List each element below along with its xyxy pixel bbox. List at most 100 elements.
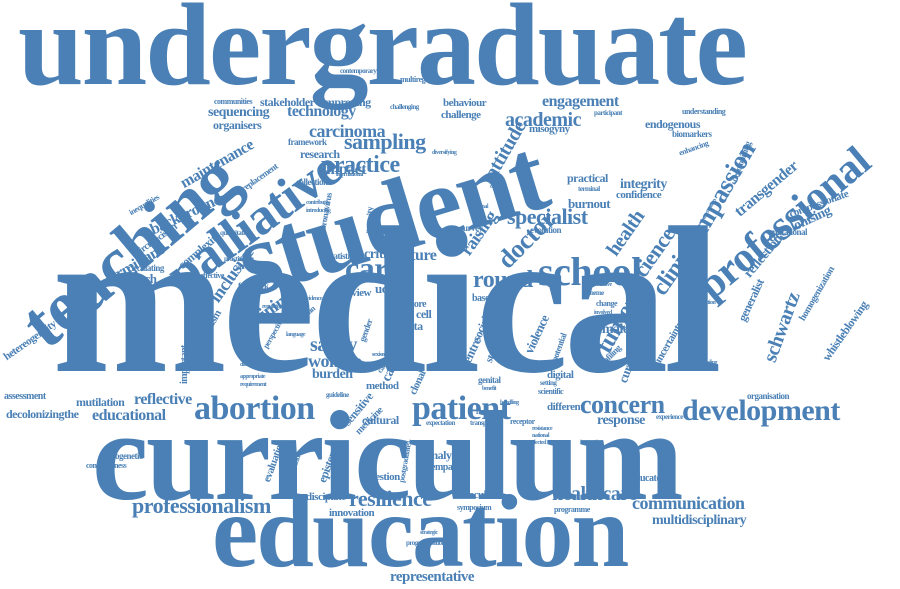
word-medical: medical — [52, 185, 722, 417]
word-appropriate: appropriate — [240, 374, 266, 380]
word-cell: cell — [416, 307, 432, 321]
word-care: care — [345, 250, 402, 286]
word-theme: theme — [588, 289, 604, 297]
word-practical: practical — [567, 171, 608, 185]
word-interaction: interaction — [580, 440, 603, 446]
word-experience: experience — [656, 413, 683, 421]
word-biomarkers: biomarkers — [672, 129, 712, 139]
word-specialist: specialist — [507, 204, 588, 229]
word-practice: practice — [321, 152, 400, 178]
word-woman: woman — [308, 351, 362, 371]
word-uclms: uclms — [375, 281, 406, 296]
word-symposium: symposium — [457, 503, 492, 512]
word-introducing: introducing — [306, 208, 331, 214]
word-curriculum: curriculum — [92, 385, 684, 527]
word-multidisciplinary: multidisciplinary — [652, 513, 747, 528]
word-barrier: barrier — [392, 243, 408, 249]
word-representative: representative — [390, 569, 475, 585]
word-communities: communities — [214, 97, 253, 106]
word-sampling: sampling — [344, 129, 426, 154]
word-healthcare: healthcare — [552, 483, 637, 505]
word-integrity: integrity — [620, 177, 667, 192]
word-consciousness: consciousness — [86, 461, 127, 470]
word-international: international — [336, 172, 363, 178]
word-schwartz: schwartz — [759, 289, 805, 366]
word-educational: educational — [92, 407, 166, 424]
word-understanding: understanding — [682, 107, 726, 116]
word-response: response — [597, 413, 645, 428]
word-development: development — [682, 394, 840, 427]
word-national: national — [532, 433, 550, 439]
word-human: human — [476, 407, 498, 416]
word-contemporary: contemporary — [340, 67, 377, 75]
word-resistance: resistance — [532, 426, 553, 432]
word-participant: participant — [594, 109, 622, 117]
word-safety: safety — [310, 334, 357, 356]
word-language: language — [286, 332, 306, 338]
word-diversity: diversity — [365, 207, 375, 236]
word-research: research — [300, 147, 340, 161]
word-professionalism: professionalism — [132, 493, 271, 518]
word-education: education — [212, 474, 629, 589]
word-evolution: evolution — [530, 225, 562, 235]
word-mutilation: mutilation — [76, 395, 125, 409]
word-improving: improving — [322, 95, 371, 109]
word-innovation: innovation — [329, 507, 375, 519]
word-communication: communication — [632, 493, 745, 513]
word-handling: handling — [500, 400, 519, 406]
word-undergraduate: undergraduate — [18, 0, 748, 110]
word-approach: approach — [108, 271, 157, 286]
word-endogenous: endogenous — [645, 117, 701, 131]
word-engagement: engagement — [542, 93, 619, 110]
word-survey: survey — [460, 223, 483, 233]
word-sequencing: sequencing — [208, 105, 270, 120]
word-academic: academic — [505, 109, 581, 131]
word-educator: educator — [631, 473, 665, 484]
word-discipline: discipline — [306, 491, 346, 503]
word-framework: framework — [288, 137, 327, 147]
word-benefit: benefit — [482, 386, 497, 392]
word-mutational: mutational — [770, 227, 808, 237]
word-burden: burden — [312, 367, 353, 382]
word-decolonizingthe: decolonizingthe — [6, 407, 79, 421]
word-multiregion: multiregion — [400, 75, 435, 84]
word-strategic: strategic — [420, 530, 438, 536]
word-digital: digital — [547, 369, 574, 381]
word-mutation: mutation — [682, 251, 706, 259]
word-collection: collection — [296, 177, 328, 187]
word-female: female — [592, 322, 629, 337]
word-terminal: terminal — [578, 185, 600, 193]
word-concern: concern — [580, 390, 665, 419]
word-enhancing: enhancing — [677, 138, 710, 158]
word-round: round — [473, 267, 533, 293]
word-method: method — [366, 380, 399, 392]
word-sexism: sexism — [372, 352, 387, 358]
word-technology: technology — [287, 103, 356, 120]
word-statistic: statistic — [328, 251, 354, 261]
word-quantitative: quantitative — [220, 229, 251, 237]
word-burnout: burnout — [568, 196, 611, 211]
word-model: model — [594, 317, 610, 325]
word-diversifying: diversifying — [432, 150, 457, 156]
word-requirement: requirement — [240, 382, 267, 388]
word-genital: genital — [478, 375, 501, 385]
word-based: based — [472, 293, 494, 304]
word-feedback: feedback — [238, 281, 269, 291]
word-clinic: clinic — [490, 184, 501, 190]
word-university: university — [236, 263, 261, 271]
word-difference: difference — [240, 362, 261, 368]
word-more: more — [406, 299, 427, 310]
word-challenging: challenging — [390, 103, 419, 111]
word-different: different — [547, 401, 584, 413]
word-abortion: abortion — [194, 390, 315, 427]
word-cultural: cultural — [362, 413, 399, 427]
word-school: school — [538, 249, 642, 294]
word-practitioner: practitioner — [224, 255, 254, 263]
word-phylogenetic: phylogenetic — [100, 451, 143, 461]
word-organisers: organisers — [213, 118, 262, 132]
word-review: review — [343, 287, 371, 299]
word-programme: programme — [554, 505, 590, 514]
word-selected: selected — [530, 440, 547, 446]
word-primary: primary — [404, 440, 422, 446]
word-patient: patient — [412, 390, 511, 427]
